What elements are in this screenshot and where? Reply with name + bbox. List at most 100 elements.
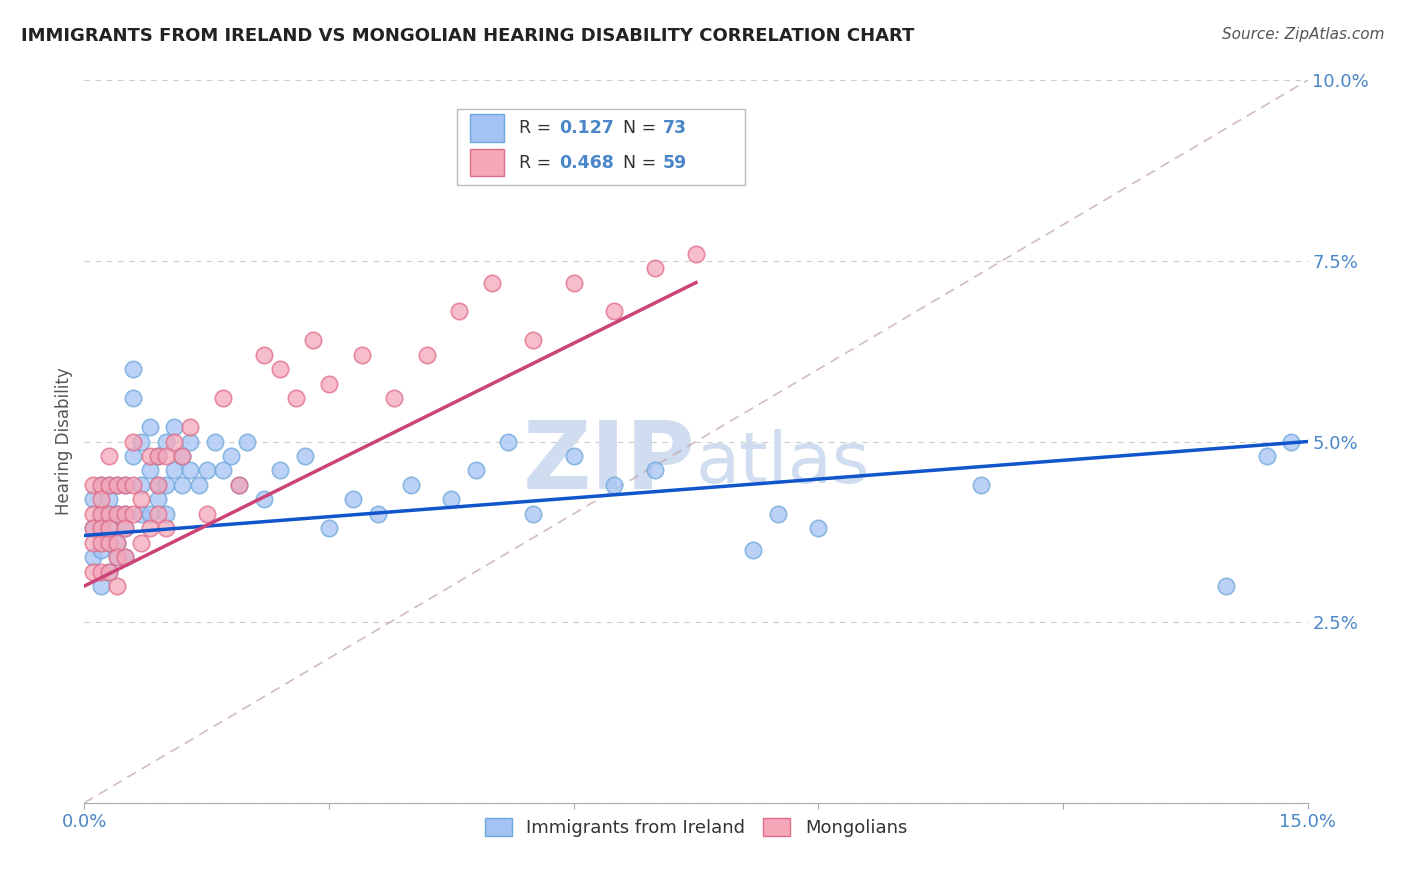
Text: N =: N = <box>623 153 661 171</box>
Point <box>131 434 153 449</box>
Point <box>97 535 120 549</box>
Point <box>685 246 707 260</box>
Point <box>179 434 201 449</box>
Point <box>82 478 104 492</box>
Point <box>131 535 153 549</box>
Point <box>644 463 666 477</box>
Point <box>522 507 544 521</box>
Point <box>97 535 120 549</box>
FancyBboxPatch shape <box>457 109 745 185</box>
Point <box>114 521 136 535</box>
Point <box>644 261 666 276</box>
Point <box>253 348 276 362</box>
Point <box>122 507 145 521</box>
FancyBboxPatch shape <box>470 114 503 142</box>
Text: N =: N = <box>623 119 661 137</box>
Point <box>146 449 169 463</box>
Point <box>114 507 136 521</box>
Point <box>90 521 112 535</box>
Point <box>807 521 830 535</box>
Point <box>114 550 136 565</box>
Point <box>285 391 308 405</box>
Point <box>522 334 544 348</box>
Point <box>97 449 120 463</box>
Point <box>155 449 177 463</box>
Point <box>399 478 422 492</box>
Point <box>97 565 120 579</box>
Point <box>155 521 177 535</box>
Point <box>1256 449 1278 463</box>
Text: IMMIGRANTS FROM IRELAND VS MONGOLIAN HEARING DISABILITY CORRELATION CHART: IMMIGRANTS FROM IRELAND VS MONGOLIAN HEA… <box>21 27 914 45</box>
Point <box>155 507 177 521</box>
Point <box>82 521 104 535</box>
Text: R =: R = <box>519 153 557 171</box>
Point <box>90 521 112 535</box>
Point <box>122 362 145 376</box>
Point <box>105 535 128 549</box>
Point <box>449 304 471 318</box>
Point <box>105 507 128 521</box>
Point <box>179 420 201 434</box>
Point <box>603 478 626 492</box>
Point <box>90 535 112 549</box>
Point <box>195 507 218 521</box>
Point <box>219 449 242 463</box>
Point <box>146 478 169 492</box>
Point <box>138 449 160 463</box>
Point <box>440 492 463 507</box>
Point <box>138 521 160 535</box>
Point <box>90 478 112 492</box>
Point <box>562 449 585 463</box>
Text: ZIP: ZIP <box>523 417 696 509</box>
Point <box>155 478 177 492</box>
Point <box>146 449 169 463</box>
Point <box>90 478 112 492</box>
Point <box>90 565 112 579</box>
Point <box>138 420 160 434</box>
Point <box>1215 579 1237 593</box>
Point <box>105 579 128 593</box>
Point <box>97 478 120 492</box>
Point <box>350 348 373 362</box>
Point <box>163 434 186 449</box>
Point <box>105 507 128 521</box>
Point <box>122 449 145 463</box>
Point <box>212 463 235 477</box>
Point <box>236 434 259 449</box>
Point <box>318 521 340 535</box>
Point <box>318 376 340 391</box>
Text: atlas: atlas <box>696 429 870 498</box>
Point <box>1279 434 1302 449</box>
Point <box>342 492 364 507</box>
Text: 0.127: 0.127 <box>560 119 614 137</box>
Text: Source: ZipAtlas.com: Source: ZipAtlas.com <box>1222 27 1385 42</box>
Point <box>742 542 765 557</box>
Point <box>97 565 120 579</box>
Point <box>146 478 169 492</box>
Point <box>416 348 439 362</box>
Point <box>114 521 136 535</box>
Point <box>294 449 316 463</box>
Point <box>82 535 104 549</box>
Point <box>105 550 128 565</box>
Text: 0.468: 0.468 <box>560 153 614 171</box>
Point <box>114 478 136 492</box>
Text: 73: 73 <box>664 119 688 137</box>
Point <box>187 478 209 492</box>
Point <box>155 434 177 449</box>
Point <box>90 579 112 593</box>
Point <box>90 492 112 507</box>
Point <box>146 507 169 521</box>
Point <box>195 463 218 477</box>
Point <box>97 492 120 507</box>
Point <box>131 492 153 507</box>
Point <box>228 478 250 492</box>
Point <box>90 507 112 521</box>
Point <box>82 550 104 565</box>
Point <box>970 478 993 492</box>
Text: R =: R = <box>519 119 557 137</box>
Point <box>97 507 120 521</box>
Point <box>82 565 104 579</box>
Point <box>269 362 291 376</box>
Point <box>105 550 128 565</box>
